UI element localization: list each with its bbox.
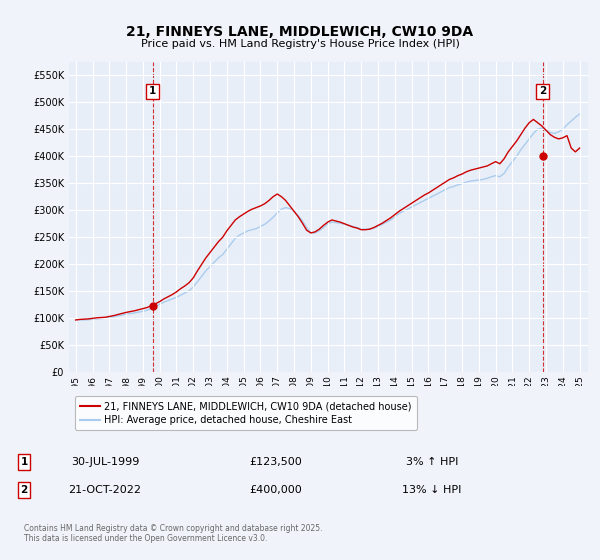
Text: 2: 2 xyxy=(20,485,28,495)
Text: Contains HM Land Registry data © Crown copyright and database right 2025.
This d: Contains HM Land Registry data © Crown c… xyxy=(24,524,323,543)
Text: 21, FINNEYS LANE, MIDDLEWICH, CW10 9DA: 21, FINNEYS LANE, MIDDLEWICH, CW10 9DA xyxy=(127,25,473,39)
Text: Price paid vs. HM Land Registry's House Price Index (HPI): Price paid vs. HM Land Registry's House … xyxy=(140,39,460,49)
Legend: 21, FINNEYS LANE, MIDDLEWICH, CW10 9DA (detached house), HPI: Average price, det: 21, FINNEYS LANE, MIDDLEWICH, CW10 9DA (… xyxy=(76,396,417,430)
Text: 3% ↑ HPI: 3% ↑ HPI xyxy=(406,457,458,467)
Text: £123,500: £123,500 xyxy=(250,457,302,467)
Text: £400,000: £400,000 xyxy=(250,485,302,495)
Text: 30-JUL-1999: 30-JUL-1999 xyxy=(71,457,139,467)
Point xyxy=(148,301,157,310)
Text: 21-OCT-2022: 21-OCT-2022 xyxy=(68,485,142,495)
Text: 1: 1 xyxy=(149,86,156,96)
Point xyxy=(538,152,547,161)
Text: 13% ↓ HPI: 13% ↓ HPI xyxy=(403,485,461,495)
Text: 1: 1 xyxy=(20,457,28,467)
Text: 2: 2 xyxy=(539,86,546,96)
